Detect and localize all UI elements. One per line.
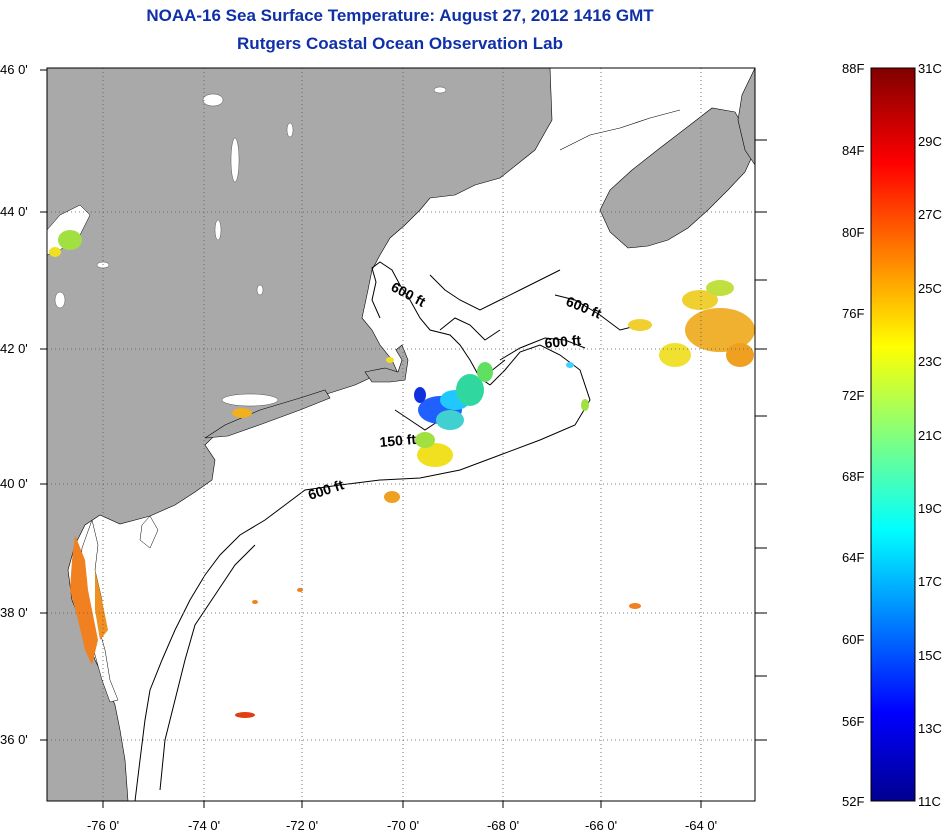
cbar-f-60: 60F (842, 632, 864, 647)
lake-ontario (47, 204, 91, 256)
lat-label-40: 40 0' (0, 476, 28, 491)
cbar-f-72: 72F (842, 388, 864, 403)
cbar-c-21: 21C (918, 428, 942, 443)
lon-label-74: -74 0' (188, 818, 220, 833)
lon-label-66: -66 0' (585, 818, 617, 833)
cbar-f-68: 68F (842, 469, 864, 484)
cbar-c-13: 13C (918, 721, 942, 736)
cbar-c-11: 11C (918, 794, 941, 809)
lon-label-70: -70 0' (387, 818, 419, 833)
map-subtitle: Rutgers Coastal Ocean Observation Lab (237, 34, 563, 53)
cbar-f-56: 56F (842, 714, 864, 729)
nova-scotia (599, 107, 755, 249)
cbar-c-29: 29C (918, 134, 942, 149)
colorbar (870, 67, 916, 802)
cape-breton (737, 68, 755, 166)
cbar-c-19: 19C (918, 501, 942, 516)
cbar-f-84: 84F (842, 143, 864, 158)
bathymetry-contours (134, 261, 641, 801)
cbar-f-88: 88F (842, 61, 864, 76)
cbar-c-25: 25C (918, 281, 942, 296)
delaware-bay (139, 515, 159, 549)
contour-label-600-georges: 600 ft (544, 332, 582, 351)
lat-label-38: 38 0' (0, 605, 28, 620)
tick-marks (40, 69, 767, 808)
map-title: NOAA-16 Sea Surface Temperature: August … (146, 6, 654, 25)
inland-lakes (54, 86, 447, 407)
lon-label-68: -68 0' (487, 818, 519, 833)
cbar-c-31: 31C (918, 61, 942, 76)
cbar-f-76: 76F (842, 306, 864, 321)
lat-label-42: 42 0' (0, 341, 28, 356)
cbar-c-23: 23C (918, 354, 942, 369)
contour-label-150: 150 ft (379, 431, 417, 450)
lat-label-46: 46 0' (0, 62, 28, 77)
cbar-c-15: 15C (918, 648, 942, 663)
cbar-f-80: 80F (842, 225, 864, 240)
cbar-f-52: 52F (842, 794, 864, 809)
map-frame (46, 67, 756, 802)
cbar-f-64: 64F (842, 550, 864, 565)
cbar-c-17: 17C (918, 574, 942, 589)
lon-label-76: -76 0' (87, 818, 119, 833)
cape-cod (364, 344, 409, 383)
cbar-c-27: 27C (918, 207, 942, 222)
lon-label-72: -72 0' (286, 818, 318, 833)
lat-label-44: 44 0' (0, 204, 28, 219)
lat-label-36: 36 0' (0, 732, 28, 747)
lon-label-64: -64 0' (685, 818, 717, 833)
